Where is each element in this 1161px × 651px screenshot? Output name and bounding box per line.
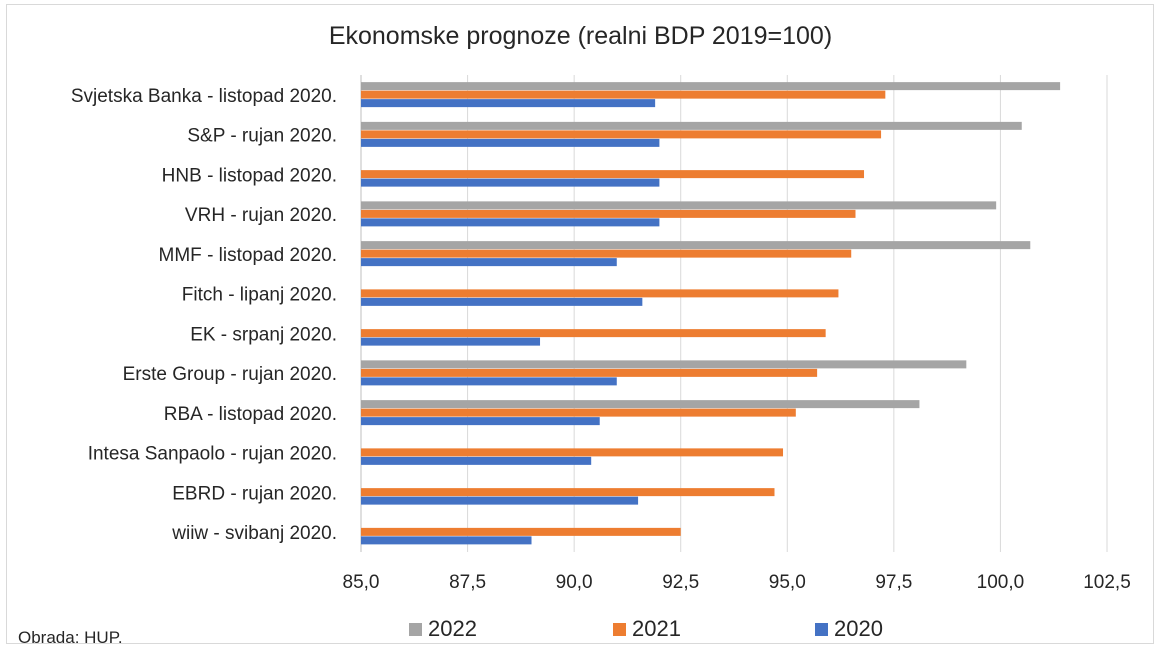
x-tick-label: 97,5 bbox=[875, 572, 912, 593]
bar-2020 bbox=[361, 138, 660, 147]
category-label: S&P - rujan 2020. bbox=[187, 126, 337, 147]
legend-swatch-2021 bbox=[613, 622, 626, 636]
x-tick-label: 92,5 bbox=[662, 572, 699, 593]
bar-2022 bbox=[361, 201, 997, 210]
chart-frame bbox=[6, 4, 1154, 644]
legend-label-2021: 2021 bbox=[632, 616, 681, 641]
category-label: Intesa Sanpaolo - rujan 2020. bbox=[88, 444, 337, 465]
legend-item-2020: 2020 bbox=[815, 616, 883, 642]
bar-2021 bbox=[361, 90, 886, 99]
bar-2021 bbox=[361, 249, 852, 258]
x-tick-label: 85,0 bbox=[343, 572, 380, 593]
bar-2021 bbox=[361, 329, 826, 338]
bar-2020 bbox=[361, 99, 656, 108]
category-label: EBRD - rujan 2020. bbox=[172, 483, 337, 504]
bar-2020 bbox=[361, 377, 617, 386]
bar-2020 bbox=[361, 417, 600, 426]
category-label: VRH - rujan 2020. bbox=[185, 205, 337, 226]
bar-2021 bbox=[361, 408, 796, 417]
x-tick-label: 102,5 bbox=[1083, 572, 1131, 593]
category-label: HNB - listopad 2020. bbox=[162, 165, 337, 186]
legend-swatch-2020 bbox=[815, 622, 828, 636]
category-label: EK - srpanj 2020. bbox=[190, 324, 337, 345]
bar-2021 bbox=[361, 488, 775, 497]
x-tick-label: 100,0 bbox=[977, 572, 1025, 593]
bar-2020 bbox=[361, 496, 639, 505]
bar-2020 bbox=[361, 536, 532, 545]
bar-2021 bbox=[361, 209, 856, 218]
x-tick-label: 90,0 bbox=[556, 572, 593, 593]
bar-2021 bbox=[361, 130, 882, 139]
legend-swatch-2022 bbox=[409, 622, 422, 636]
category-label: Svjetska Banka - listopad 2020. bbox=[71, 86, 337, 107]
bar-2020 bbox=[361, 178, 660, 187]
category-label: wiiw - svibanj 2020. bbox=[171, 523, 337, 544]
bar-2022 bbox=[361, 360, 967, 369]
x-tick-label: 87,5 bbox=[449, 572, 486, 593]
source-note: Obrada: HUP. bbox=[18, 628, 123, 647]
bar-2021 bbox=[361, 170, 865, 179]
category-label: RBA - listopad 2020. bbox=[164, 404, 337, 425]
chart-title: Ekonomske prognoze (realni BDP 2019=100) bbox=[328, 22, 833, 50]
bar-2020 bbox=[361, 258, 617, 267]
bar-2022 bbox=[361, 121, 1022, 130]
bar-2022 bbox=[361, 400, 920, 409]
bar-2021 bbox=[361, 527, 681, 536]
x-tick-label: 95,0 bbox=[769, 572, 806, 593]
bar-2020 bbox=[361, 456, 592, 465]
bar-2020 bbox=[361, 218, 660, 227]
bar-2021 bbox=[361, 448, 784, 457]
legend-item-2022: 2022 bbox=[409, 616, 477, 642]
category-label: MMF - listopad 2020. bbox=[159, 245, 337, 266]
bar-2020 bbox=[361, 337, 541, 346]
bar-2021 bbox=[361, 368, 818, 377]
bar-2021 bbox=[361, 289, 839, 298]
category-label: Fitch - lipanj 2020. bbox=[182, 285, 337, 306]
legend-item-2021: 2021 bbox=[613, 616, 681, 642]
bar-2022 bbox=[361, 82, 1061, 91]
bar-2022 bbox=[361, 241, 1031, 250]
legend-label-2022: 2022 bbox=[428, 616, 477, 641]
bar-2020 bbox=[361, 297, 643, 306]
category-label: Erste Group - rujan 2020. bbox=[123, 364, 337, 385]
legend-label-2020: 2020 bbox=[834, 616, 883, 641]
